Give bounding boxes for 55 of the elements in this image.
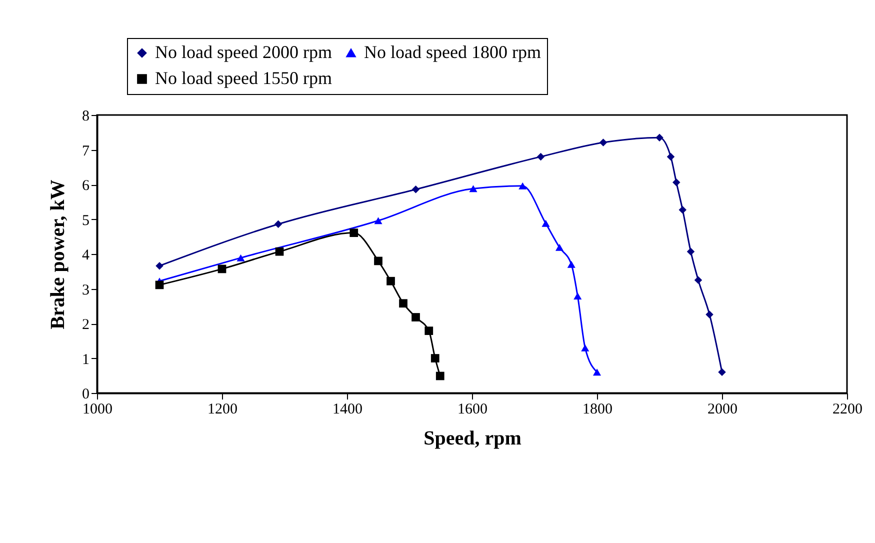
point: [678, 206, 686, 214]
point: [706, 310, 714, 318]
y-tick-label: 7: [82, 143, 90, 160]
point: [518, 182, 527, 190]
point: [412, 313, 420, 322]
y-tick-label: 4: [82, 248, 90, 264]
point: [374, 217, 382, 224]
point: [656, 134, 664, 142]
y-tick-label: 2: [82, 317, 90, 333]
x-axis-title: Speed, rpm: [424, 428, 522, 450]
y-tick-label: 6: [82, 178, 90, 194]
point: [424, 326, 434, 335]
point: [436, 372, 444, 380]
legend-label: No load speed 2000 rpm: [155, 42, 332, 62]
point: [274, 220, 282, 228]
y-tick-label: 0: [82, 386, 90, 402]
point: [718, 368, 726, 376]
x-tick-label: 1400: [332, 402, 362, 418]
point: [156, 262, 164, 270]
point: [599, 138, 608, 146]
point: [694, 276, 702, 284]
x-tick-label: 1600: [458, 402, 488, 418]
point: [666, 152, 675, 161]
x-tick-label: 2000: [708, 402, 738, 418]
x-tick-label: 2200: [832, 402, 862, 418]
legend-label: No load speed 1550 rpm: [155, 68, 332, 88]
y-tick-label: 3: [82, 282, 90, 298]
point: [430, 354, 440, 362]
point: [672, 178, 680, 186]
point: [574, 292, 582, 300]
x-tick-label: 1200: [208, 402, 238, 418]
point: [218, 264, 226, 274]
y-tick-label: 1: [82, 352, 90, 368]
point: [386, 276, 395, 286]
x-tick-label: 1800: [582, 402, 612, 418]
point: [275, 247, 284, 256]
point: [536, 152, 545, 161]
point: [412, 185, 420, 194]
y-axis-title: Brake power, kW: [47, 180, 69, 330]
point: [469, 185, 478, 192]
y-tick-label: 8: [82, 108, 90, 124]
point: [567, 260, 576, 268]
point: [542, 220, 550, 227]
point: [155, 280, 164, 290]
point: [399, 299, 408, 308]
point: [374, 256, 382, 266]
y-tick-label: 5: [82, 212, 90, 229]
point: [686, 248, 695, 256]
legend-label: No load speed 1800 rpm: [364, 42, 541, 62]
point: [236, 254, 245, 262]
point: [350, 228, 358, 237]
x-tick-label: 1000: [82, 402, 112, 418]
point: [581, 344, 590, 352]
point: [592, 368, 602, 376]
point: [555, 244, 564, 251]
